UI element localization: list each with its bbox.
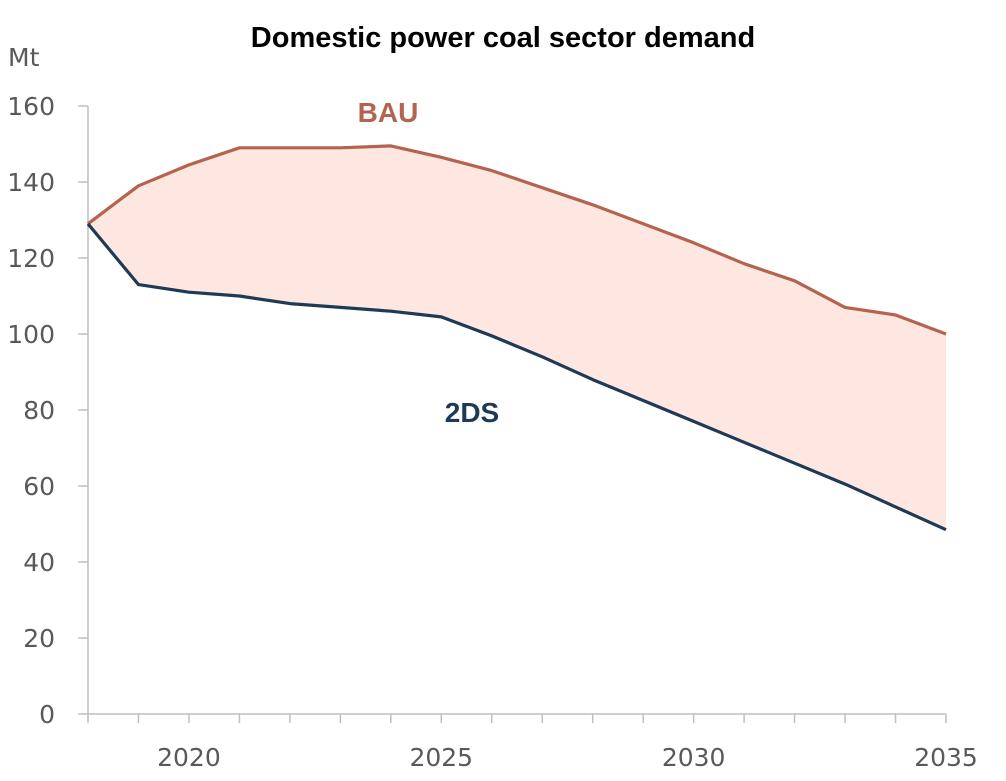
x-tick-label: 2035 (914, 743, 978, 772)
series-line-2ds (86, 222, 947, 532)
plot-area: 0 20 40 60 80 100 120 140 160 2020 2025 2030 2035 (7, 92, 978, 772)
shaded-range-area (88, 145, 946, 530)
y-tick-label: 40 (23, 548, 55, 577)
series-label-bau: BAU (358, 97, 419, 128)
y-tick-label: 100 (7, 320, 55, 349)
x-tick-label: 2020 (157, 743, 221, 772)
y-tick-label: 0 (39, 700, 55, 729)
y-tick-label: 140 (7, 168, 55, 197)
y-axis-unit-label: Mt (8, 43, 40, 72)
y-tick-label: 20 (23, 624, 55, 653)
x-tick-label: 2030 (662, 743, 726, 772)
y-tick-label: 120 (7, 244, 55, 273)
chart-title: Domestic power coal sector demand (251, 22, 755, 54)
y-tick-label: 80 (23, 396, 55, 425)
y-tick-label: 160 (7, 92, 55, 121)
series-label-2ds: 2DS (445, 397, 499, 428)
y-tick-label: 60 (23, 472, 55, 501)
series-line-bau (87, 144, 947, 336)
x-tick-label: 2025 (409, 743, 473, 772)
